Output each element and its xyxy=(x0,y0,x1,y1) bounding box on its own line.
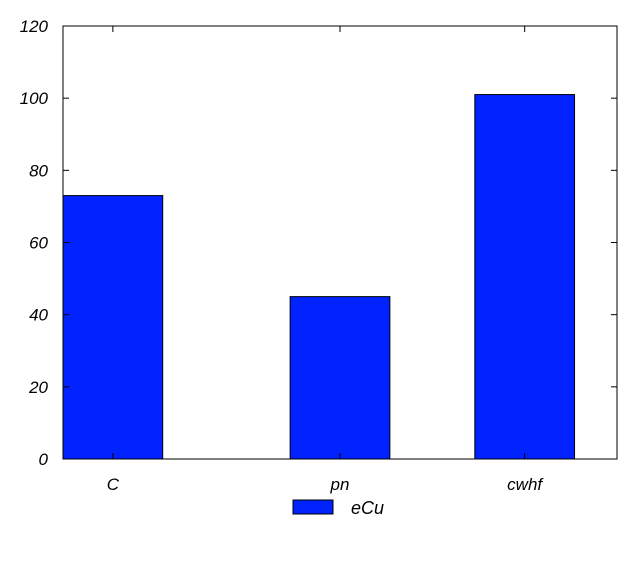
y-tick-label: 80 xyxy=(29,161,48,180)
y-tick-label: 120 xyxy=(20,17,49,36)
x-tick-label: C xyxy=(107,475,120,494)
bars-layer xyxy=(62,94,576,460)
y-tick-label: 0 xyxy=(39,450,49,469)
bar-cwhf xyxy=(474,94,576,460)
legend-label: eCu xyxy=(351,498,384,518)
y-tick-label: 20 xyxy=(28,378,48,397)
y-tick-label: 40 xyxy=(29,306,48,325)
bar-pn xyxy=(289,296,391,460)
legend-swatch xyxy=(292,499,334,515)
ticks-layer xyxy=(63,25,617,460)
x-tick-label: pn xyxy=(330,475,350,494)
bar-C xyxy=(62,195,164,460)
legend: eCu xyxy=(292,498,384,518)
y-tick-label: 60 xyxy=(29,234,48,253)
y-tick-label: 100 xyxy=(20,89,49,108)
x-tick-label: cwhf xyxy=(507,475,544,494)
